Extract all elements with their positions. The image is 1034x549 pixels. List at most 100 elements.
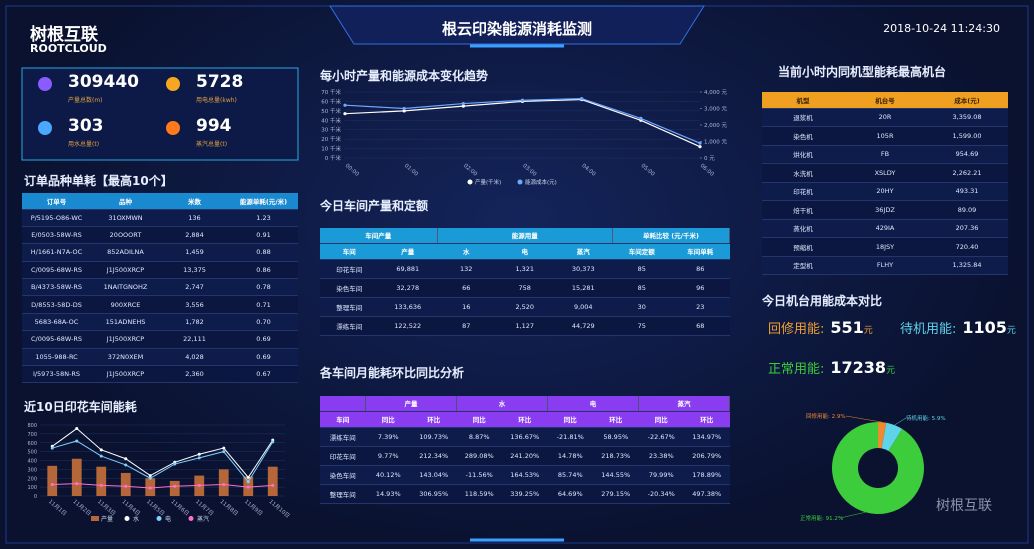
table-cell: 89.09 xyxy=(926,200,1008,220)
cost-item: 待机用能: 1105元 xyxy=(900,318,1016,337)
point xyxy=(99,454,103,458)
x-tick-label: 05:00 xyxy=(640,163,656,178)
watermark: 树根互联 xyxy=(936,498,992,514)
legend-label: 电 xyxy=(165,515,171,523)
table-cell: 0.67 xyxy=(229,365,298,384)
section-title: 当前小时内同机型能耗最高机台 xyxy=(778,65,947,79)
table-cell: 染色车间 xyxy=(320,278,379,298)
cost-unit: 元 xyxy=(886,366,896,376)
pie-label: 待机用能: 5.9% xyxy=(906,414,946,422)
table-cell: 339.25% xyxy=(502,484,548,504)
point xyxy=(124,484,128,488)
table-cell: P/5195-O86-WC xyxy=(22,209,91,227)
table-row: H/1661-N7A-OC 852ADILNA 1,459 0.88 xyxy=(22,243,298,262)
table-cell: 2,520 xyxy=(495,297,554,317)
table-cell: 105R xyxy=(844,126,926,146)
table-cell: 144.55% xyxy=(593,465,639,485)
table-header: 车间 xyxy=(320,411,366,428)
table-row: C/0095-68W-RS J1J500XRCP 13,375 0.86 xyxy=(22,261,298,280)
kpi-label: 用水总量(t) xyxy=(68,141,100,148)
point xyxy=(246,485,250,489)
point xyxy=(246,475,250,479)
y-tick-label: 10 千米 xyxy=(321,145,341,153)
point xyxy=(402,109,406,113)
table-cell: 85 xyxy=(612,278,671,298)
pie-slice xyxy=(878,422,887,449)
table-cell: 14.93% xyxy=(365,484,411,504)
cost-item: 回修用能: 551元 xyxy=(768,318,873,337)
kpi-label: 用电总量(kwh) xyxy=(196,97,237,104)
table-cell: 整理车间 xyxy=(320,297,379,317)
pie-slice xyxy=(881,422,903,451)
table-cell: 23 xyxy=(671,297,730,317)
table-cell: 44,729 xyxy=(554,316,613,336)
table-cell: 20HY xyxy=(844,182,926,201)
table-row: E/0503-58W-RS 20OOORT 2,884 0.91 xyxy=(22,226,298,245)
table-cell: 1,599.00 xyxy=(926,126,1008,146)
legend-marker xyxy=(124,516,130,521)
table-cell: 136 xyxy=(160,209,229,227)
table-row: 蒸化机 429IA 207.36 xyxy=(762,219,1008,238)
y-tick-label: 700 xyxy=(27,432,37,438)
table-row: 定型机 FLHY 1,325.84 xyxy=(762,256,1008,275)
table-row: I/5973-58N-RS J1J500XRCP 2,360 0.67 xyxy=(22,365,298,384)
table-row: 预缩机 18JSY 720.40 xyxy=(762,237,1008,257)
kpi-value: 994 xyxy=(196,116,232,136)
table-cell: 0.78 xyxy=(229,278,298,297)
table-row: 5683-68A-OC 151ADNEHS 1,782 0.70 xyxy=(22,313,298,332)
table-group-header: 能源用量 xyxy=(437,228,613,244)
point xyxy=(402,106,406,111)
cost-label: 待机用能: xyxy=(900,322,957,337)
table-cell: 退浆机 xyxy=(762,108,844,127)
table-header: 同比 xyxy=(365,411,411,428)
table-cell: E/0503-58W-RS xyxy=(22,226,91,245)
point xyxy=(461,101,465,106)
table-cell: 493.31 xyxy=(926,182,1008,201)
x-tick-label: 11月9日 xyxy=(243,498,264,517)
table-cell: J1J500XRCP xyxy=(91,261,160,280)
table-cell: 2,747 xyxy=(160,278,229,297)
table-cell: 58.95% xyxy=(593,427,639,447)
table-cell: 漂练车间 xyxy=(320,427,366,447)
table-row: 整理车间 14.93% 306.95% 118.59% 339.25% 64.69% 279… xyxy=(320,484,730,504)
table-cell: 5683-68A-OC xyxy=(22,313,91,332)
legend-label: 蒸汽 xyxy=(197,515,209,523)
kpi-value: 5728 xyxy=(196,72,244,92)
table-header: 机台号 xyxy=(844,92,926,109)
table-cell: 87 xyxy=(437,316,496,336)
bar xyxy=(71,458,82,496)
table-row: 退浆机 20R 3,359.08 xyxy=(762,108,1008,127)
table-header: 品种 xyxy=(91,193,160,210)
table-cell: 954.69 xyxy=(926,145,1008,164)
table-cell: J1J500XRCP xyxy=(91,365,160,384)
leader-line xyxy=(894,417,907,426)
bar xyxy=(267,466,278,496)
table-cell: FLHY xyxy=(844,256,926,275)
table-cell: 整理车间 xyxy=(320,484,366,504)
kpi-icon xyxy=(166,121,180,135)
table-cell: J1J500XRCP xyxy=(91,330,160,349)
table-header: 车间定额 xyxy=(612,243,671,260)
pie-slice xyxy=(831,422,924,514)
table-cell: 86 xyxy=(671,259,730,279)
line xyxy=(52,483,273,489)
table-header: 水 xyxy=(437,243,496,260)
point xyxy=(197,452,201,456)
legend-marker xyxy=(91,516,99,521)
table-cell: -20.34% xyxy=(638,484,684,504)
cost-value: 17238 xyxy=(830,358,887,377)
page-title: 根云印染能源消耗监测 xyxy=(441,20,592,38)
bar xyxy=(169,480,180,496)
x-tick-label: 03:00 xyxy=(521,163,537,178)
section-title: 今日机台用能成本对比 xyxy=(762,294,883,308)
y2-tick-label: 4,000 元 xyxy=(704,89,727,96)
point xyxy=(50,482,54,486)
x-tick-label: 01:00 xyxy=(403,163,419,178)
table-header: 环比 xyxy=(593,411,639,428)
table-header: 环比 xyxy=(502,411,548,428)
table-cell: 1.23 xyxy=(229,209,298,227)
table-row: 染色车间 32,278 66 758 15,281 85 96 xyxy=(320,278,730,298)
table-group-header xyxy=(320,396,366,412)
point xyxy=(173,484,177,488)
